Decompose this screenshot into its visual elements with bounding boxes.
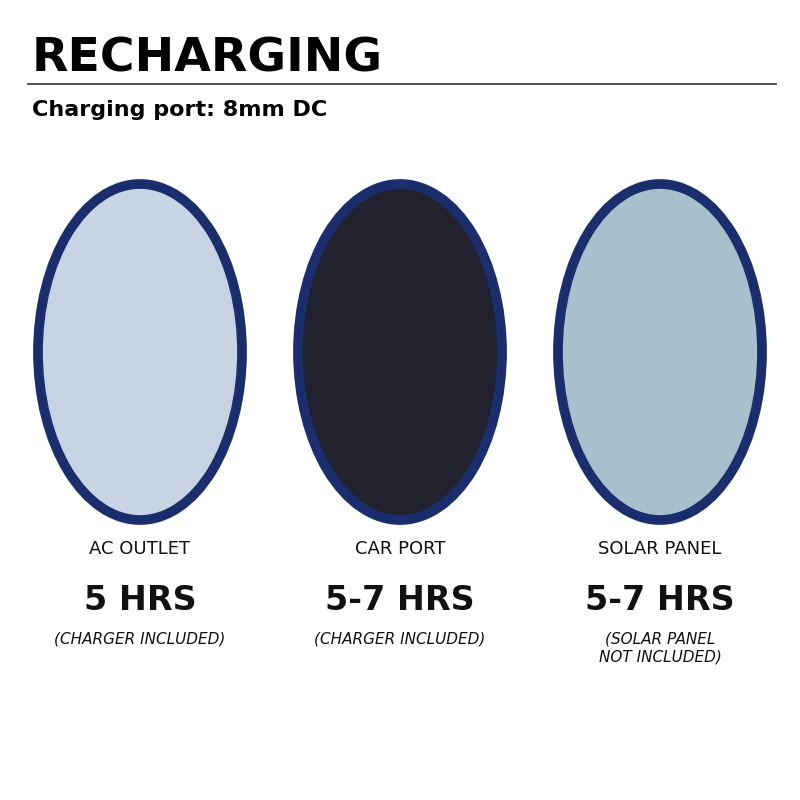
Text: (CHARGER INCLUDED): (CHARGER INCLUDED) bbox=[314, 632, 486, 647]
Text: (CHARGER INCLUDED): (CHARGER INCLUDED) bbox=[54, 632, 226, 647]
Ellipse shape bbox=[298, 184, 502, 520]
Text: AC OUTLET: AC OUTLET bbox=[90, 540, 190, 558]
Ellipse shape bbox=[38, 184, 242, 520]
Text: Charging port: 8mm DC: Charging port: 8mm DC bbox=[32, 100, 327, 120]
Text: SOLAR PANEL: SOLAR PANEL bbox=[598, 540, 722, 558]
Text: 5 HRS: 5 HRS bbox=[84, 584, 196, 617]
Text: 5-7 HRS: 5-7 HRS bbox=[585, 584, 735, 617]
Text: 5-7 HRS: 5-7 HRS bbox=[325, 584, 475, 617]
Text: RECHARGING: RECHARGING bbox=[32, 36, 383, 81]
Ellipse shape bbox=[558, 184, 762, 520]
Text: (SOLAR PANEL
NOT INCLUDED): (SOLAR PANEL NOT INCLUDED) bbox=[598, 632, 722, 664]
Text: CAR PORT: CAR PORT bbox=[354, 540, 446, 558]
